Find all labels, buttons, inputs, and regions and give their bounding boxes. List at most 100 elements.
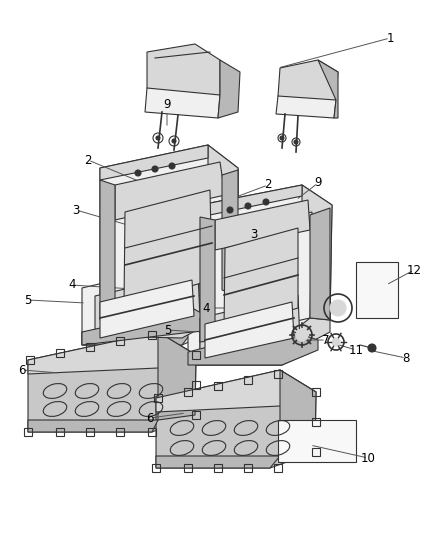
- Bar: [214, 382, 222, 390]
- Bar: [312, 418, 320, 426]
- Bar: [244, 464, 252, 472]
- Polygon shape: [95, 272, 200, 343]
- Bar: [116, 428, 124, 436]
- Polygon shape: [82, 262, 218, 345]
- Bar: [148, 331, 156, 339]
- Circle shape: [169, 163, 175, 169]
- Polygon shape: [218, 60, 240, 118]
- Text: 3: 3: [72, 204, 80, 216]
- Bar: [56, 428, 64, 436]
- Polygon shape: [295, 288, 318, 352]
- Bar: [192, 381, 200, 389]
- Bar: [214, 464, 222, 472]
- Text: 11: 11: [349, 343, 364, 357]
- Circle shape: [135, 170, 141, 176]
- Polygon shape: [200, 318, 330, 360]
- Polygon shape: [100, 180, 115, 320]
- Polygon shape: [112, 175, 224, 315]
- Polygon shape: [100, 145, 238, 322]
- Polygon shape: [208, 145, 238, 298]
- Polygon shape: [28, 332, 196, 374]
- Circle shape: [332, 338, 340, 346]
- Polygon shape: [100, 290, 238, 338]
- Circle shape: [280, 136, 284, 140]
- Polygon shape: [200, 185, 332, 345]
- Bar: [184, 464, 192, 472]
- Bar: [86, 428, 94, 436]
- Polygon shape: [224, 228, 298, 330]
- Bar: [56, 349, 64, 357]
- Circle shape: [227, 207, 233, 213]
- Bar: [274, 370, 282, 378]
- Polygon shape: [302, 185, 332, 320]
- Polygon shape: [205, 302, 294, 358]
- Bar: [26, 356, 34, 364]
- Text: 9: 9: [314, 176, 322, 190]
- Bar: [192, 411, 200, 419]
- Circle shape: [330, 300, 346, 316]
- Text: 5: 5: [25, 294, 32, 306]
- Bar: [312, 448, 320, 456]
- Polygon shape: [145, 88, 220, 118]
- Polygon shape: [200, 185, 302, 217]
- Text: 2: 2: [84, 154, 92, 166]
- Polygon shape: [28, 332, 196, 432]
- Text: 8: 8: [403, 351, 410, 365]
- Bar: [148, 428, 156, 436]
- Polygon shape: [82, 332, 192, 345]
- Polygon shape: [192, 262, 218, 332]
- Text: 7: 7: [322, 334, 330, 346]
- Polygon shape: [156, 456, 280, 468]
- Circle shape: [172, 139, 176, 143]
- Polygon shape: [222, 170, 238, 295]
- Polygon shape: [215, 200, 310, 250]
- Polygon shape: [82, 308, 218, 345]
- Polygon shape: [278, 420, 356, 462]
- Circle shape: [245, 203, 251, 209]
- Polygon shape: [310, 208, 330, 320]
- Circle shape: [152, 166, 158, 172]
- Polygon shape: [28, 420, 158, 432]
- Bar: [86, 343, 94, 351]
- Bar: [312, 388, 320, 396]
- Text: 12: 12: [406, 263, 421, 277]
- Circle shape: [294, 140, 298, 144]
- Polygon shape: [280, 370, 316, 456]
- Polygon shape: [188, 288, 318, 365]
- Polygon shape: [188, 352, 295, 365]
- Text: 10: 10: [360, 451, 375, 464]
- Bar: [116, 337, 124, 345]
- Polygon shape: [100, 145, 208, 180]
- Polygon shape: [276, 96, 336, 118]
- Circle shape: [296, 329, 308, 341]
- Text: 3: 3: [250, 229, 258, 241]
- Text: 5: 5: [164, 324, 172, 336]
- Polygon shape: [278, 60, 338, 108]
- Text: 2: 2: [264, 179, 272, 191]
- Text: 4: 4: [68, 279, 76, 292]
- Polygon shape: [158, 332, 196, 420]
- Bar: [154, 394, 162, 402]
- Polygon shape: [124, 190, 212, 305]
- Polygon shape: [318, 60, 338, 118]
- Circle shape: [156, 136, 160, 140]
- Bar: [24, 428, 32, 436]
- Bar: [274, 464, 282, 472]
- Bar: [152, 464, 160, 472]
- Polygon shape: [147, 44, 220, 105]
- Text: 9: 9: [163, 99, 171, 111]
- Polygon shape: [200, 295, 300, 362]
- Polygon shape: [156, 370, 316, 468]
- Text: 6: 6: [18, 364, 26, 376]
- Polygon shape: [356, 262, 398, 318]
- Text: 4: 4: [202, 302, 210, 314]
- Circle shape: [263, 199, 269, 205]
- Polygon shape: [100, 280, 194, 338]
- Text: 6: 6: [146, 411, 154, 424]
- Polygon shape: [212, 212, 312, 340]
- Bar: [184, 388, 192, 396]
- Polygon shape: [115, 162, 225, 220]
- Bar: [192, 351, 200, 359]
- Text: 1: 1: [386, 31, 394, 44]
- Polygon shape: [156, 370, 316, 412]
